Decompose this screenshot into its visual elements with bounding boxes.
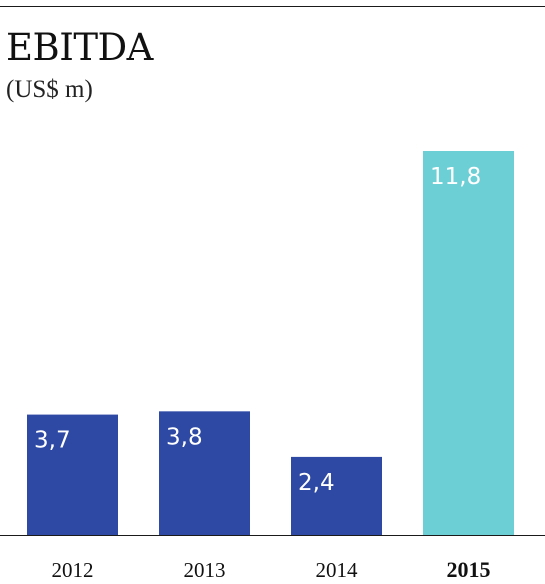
x-tick-2015: 2015 [447, 557, 491, 582]
bar-2013 [159, 411, 250, 535]
data-label-2015: 11,8 [430, 164, 481, 190]
bar-2014 [291, 456, 382, 535]
bar-2012 [27, 414, 118, 535]
data-label-2012: 3,7 [34, 428, 71, 454]
x-tick-2014: 2014 [316, 558, 359, 582]
bar-2015 [423, 151, 514, 535]
chart-subtitle: (US$ m) [6, 76, 93, 103]
chart-title: EBITDA [6, 26, 153, 69]
x-tick-2012: 2012 [52, 558, 94, 582]
data-label-2013: 3,8 [166, 424, 203, 450]
data-label-2014: 2,4 [298, 470, 335, 496]
x-tick-2013: 2013 [184, 558, 226, 582]
top-rule [0, 6, 545, 7]
